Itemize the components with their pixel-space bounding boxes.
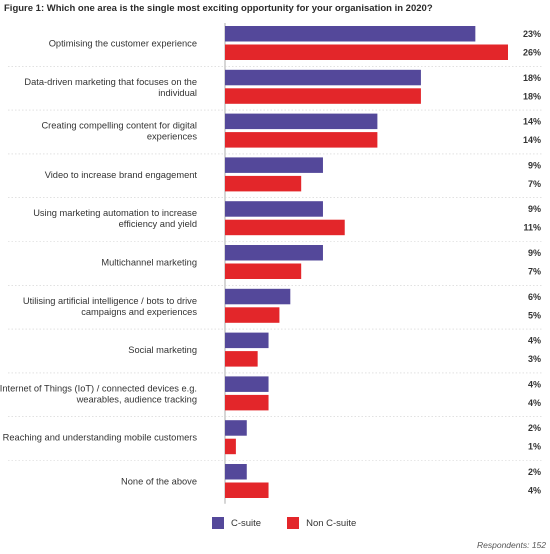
bar-csuite [225,113,378,130]
value-label-csuite: 2% [528,467,541,477]
bar-csuite [225,376,269,392]
legend-label-non-csuite: Non C-suite [306,517,357,529]
bar-non-csuite [225,175,302,192]
legend-label-csuite: C-suite [231,517,262,529]
category-label: Optimising the customer experience [49,39,197,49]
category-label: Multichannel marketing [101,258,197,268]
value-label-non-csuite: 3% [528,354,541,364]
value-label-non-csuite: 7% [528,179,541,189]
bar-csuite [225,464,247,480]
bar-non-csuite [225,44,508,60]
category-label: Using marketing automation to increase [33,208,197,218]
chart-legend: C-suite Non C-suite [212,517,356,529]
legend-swatch-non-csuite [287,517,300,529]
value-label-csuite: 4% [528,379,541,389]
value-label-csuite: 9% [528,248,541,258]
category-label: Utilising artificial intelligence / bots… [23,296,197,306]
value-label-csuite: 4% [528,336,541,346]
value-label-non-csuite: 5% [528,310,541,320]
bar-non-csuite [225,263,302,279]
value-label-non-csuite: 1% [528,442,541,452]
category-label: Reaching and understanding mobile custom… [3,433,198,443]
value-label-csuite: 9% [528,160,541,170]
category-label: experiences [147,132,197,142]
legend-item-csuite: C-suite [212,517,261,529]
legend-item-non-csuite: Non C-suite [287,517,356,529]
bar-non-csuite [225,438,236,455]
value-label-csuite: 6% [528,292,541,302]
chart-title: Figure 1: Which one area is the single m… [4,3,433,14]
bar-non-csuite [225,219,345,236]
value-label-non-csuite: 11% [523,223,541,233]
category-label: Creating compelling content for digital [41,121,197,131]
bar-csuite [225,26,476,42]
bar-csuite [225,420,247,436]
bar-csuite [225,69,421,86]
value-label-non-csuite: 18% [523,91,541,101]
value-label-non-csuite: 14% [523,135,541,145]
category-label: Data-driven marketing that focuses on th… [24,77,197,87]
value-label-non-csuite: 26% [523,47,541,57]
value-label-non-csuite: 7% [528,266,541,276]
bar-csuite [225,245,323,261]
legend-swatch-csuite [212,517,224,529]
bar-non-csuite [225,394,269,411]
respondents-note: Respondents: 152 [477,540,546,550]
category-label: efficiency and yield [119,219,197,229]
value-label-csuite: 9% [528,204,541,214]
category-label: None of the above [121,477,197,487]
bar-non-csuite [225,307,280,323]
bar-csuite [225,332,269,349]
bar-non-csuite [225,132,378,148]
category-label: Internet of Things (IoT) / connected dev… [0,383,197,393]
category-label: wearables, audience tracking [76,394,197,404]
category-label: campaigns and experiences [81,307,197,317]
bar-non-csuite [225,88,421,104]
value-label-csuite: 2% [528,423,541,433]
bar-csuite [225,201,323,217]
category-label: Video to increase brand engagement [45,170,198,180]
value-label-csuite: 18% [523,73,541,83]
category-label: individual [158,88,197,98]
bar-non-csuite [225,482,269,498]
value-label-csuite: 23% [523,29,541,39]
value-label-non-csuite: 4% [528,398,541,408]
value-label-non-csuite: 4% [528,485,541,495]
bar-non-csuite [225,351,258,367]
value-label-csuite: 14% [523,117,541,127]
category-label: Social marketing [128,345,197,355]
bar-csuite [225,157,323,173]
bar-csuite [225,288,291,305]
